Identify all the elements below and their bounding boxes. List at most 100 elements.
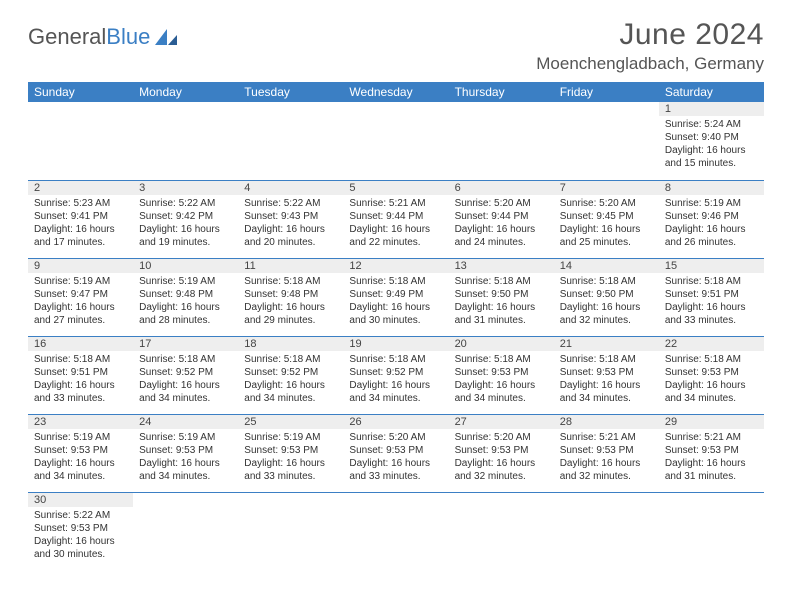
sunset-line: Sunset: 9:46 PM [665, 210, 758, 223]
sunrise-line: Sunrise: 5:18 AM [244, 275, 337, 288]
calendar-cell: 26Sunrise: 5:20 AMSunset: 9:53 PMDayligh… [343, 414, 448, 492]
weekday-header: Sunday [28, 82, 133, 102]
calendar-cell [343, 492, 448, 570]
calendar-cell: 23Sunrise: 5:19 AMSunset: 9:53 PMDayligh… [28, 414, 133, 492]
sunrise-line: Sunrise: 5:19 AM [244, 431, 337, 444]
sunrise-line: Sunrise: 5:21 AM [560, 431, 653, 444]
day-details: Sunrise: 5:19 AMSunset: 9:53 PMDaylight:… [28, 429, 133, 487]
sunset-line: Sunset: 9:44 PM [349, 210, 442, 223]
sunset-line: Sunset: 9:42 PM [139, 210, 232, 223]
sunset-line: Sunset: 9:49 PM [349, 288, 442, 301]
day-number: 18 [238, 337, 343, 351]
day-details: Sunrise: 5:22 AMSunset: 9:42 PMDaylight:… [133, 195, 238, 253]
weekday-header: Saturday [659, 82, 764, 102]
daylight-line: Daylight: 16 hours and 34 minutes. [349, 379, 442, 405]
daylight-line: Daylight: 16 hours and 34 minutes. [455, 379, 548, 405]
calendar-cell [554, 492, 659, 570]
daylight-line: Daylight: 16 hours and 34 minutes. [139, 379, 232, 405]
day-number: 26 [343, 415, 448, 429]
day-details: Sunrise: 5:19 AMSunset: 9:53 PMDaylight:… [133, 429, 238, 487]
calendar-cell: 3Sunrise: 5:22 AMSunset: 9:42 PMDaylight… [133, 180, 238, 258]
day-details: Sunrise: 5:21 AMSunset: 9:53 PMDaylight:… [554, 429, 659, 487]
sunset-line: Sunset: 9:53 PM [244, 444, 337, 457]
sunrise-line: Sunrise: 5:18 AM [139, 353, 232, 366]
sunset-line: Sunset: 9:43 PM [244, 210, 337, 223]
calendar-cell [449, 102, 554, 180]
sunset-line: Sunset: 9:53 PM [34, 444, 127, 457]
day-details: Sunrise: 5:18 AMSunset: 9:51 PMDaylight:… [659, 273, 764, 331]
day-details: Sunrise: 5:20 AMSunset: 9:53 PMDaylight:… [343, 429, 448, 487]
day-details: Sunrise: 5:23 AMSunset: 9:41 PMDaylight:… [28, 195, 133, 253]
sunrise-line: Sunrise: 5:18 AM [560, 353, 653, 366]
daylight-line: Daylight: 16 hours and 34 minutes. [139, 457, 232, 483]
day-number: 15 [659, 259, 764, 273]
sunrise-line: Sunrise: 5:18 AM [349, 275, 442, 288]
day-number: 28 [554, 415, 659, 429]
day-number: 21 [554, 337, 659, 351]
day-number: 30 [28, 493, 133, 507]
sunset-line: Sunset: 9:53 PM [34, 522, 127, 535]
logo-sail-icon [153, 27, 179, 47]
calendar-cell: 18Sunrise: 5:18 AMSunset: 9:52 PMDayligh… [238, 336, 343, 414]
calendar-cell [238, 102, 343, 180]
sunset-line: Sunset: 9:53 PM [560, 366, 653, 379]
sunrise-line: Sunrise: 5:18 AM [34, 353, 127, 366]
day-number: 29 [659, 415, 764, 429]
calendar-row: 1Sunrise: 5:24 AMSunset: 9:40 PMDaylight… [28, 102, 764, 180]
calendar-row: 16Sunrise: 5:18 AMSunset: 9:51 PMDayligh… [28, 336, 764, 414]
sunset-line: Sunset: 9:53 PM [455, 366, 548, 379]
calendar-cell [133, 102, 238, 180]
sunset-line: Sunset: 9:51 PM [34, 366, 127, 379]
weekday-header: Wednesday [343, 82, 448, 102]
sunrise-line: Sunrise: 5:22 AM [244, 197, 337, 210]
calendar-cell: 14Sunrise: 5:18 AMSunset: 9:50 PMDayligh… [554, 258, 659, 336]
calendar-cell [28, 102, 133, 180]
calendar-row: 23Sunrise: 5:19 AMSunset: 9:53 PMDayligh… [28, 414, 764, 492]
sunrise-line: Sunrise: 5:19 AM [665, 197, 758, 210]
sunset-line: Sunset: 9:52 PM [139, 366, 232, 379]
calendar-row: 9Sunrise: 5:19 AMSunset: 9:47 PMDaylight… [28, 258, 764, 336]
sunset-line: Sunset: 9:53 PM [349, 444, 442, 457]
calendar-cell [554, 102, 659, 180]
daylight-line: Daylight: 16 hours and 30 minutes. [34, 535, 127, 561]
calendar-cell: 16Sunrise: 5:18 AMSunset: 9:51 PMDayligh… [28, 336, 133, 414]
page-header: GeneralBlue June 2024 Moenchengladbach, … [28, 18, 764, 74]
calendar-cell [449, 492, 554, 570]
sunset-line: Sunset: 9:53 PM [560, 444, 653, 457]
day-details: Sunrise: 5:20 AMSunset: 9:53 PMDaylight:… [449, 429, 554, 487]
day-details: Sunrise: 5:21 AMSunset: 9:53 PMDaylight:… [659, 429, 764, 487]
calendar-row: 2Sunrise: 5:23 AMSunset: 9:41 PMDaylight… [28, 180, 764, 258]
sunset-line: Sunset: 9:53 PM [665, 444, 758, 457]
daylight-line: Daylight: 16 hours and 33 minutes. [349, 457, 442, 483]
calendar-cell: 5Sunrise: 5:21 AMSunset: 9:44 PMDaylight… [343, 180, 448, 258]
weekday-header: Friday [554, 82, 659, 102]
daylight-line: Daylight: 16 hours and 25 minutes. [560, 223, 653, 249]
calendar-cell: 6Sunrise: 5:20 AMSunset: 9:44 PMDaylight… [449, 180, 554, 258]
daylight-line: Daylight: 16 hours and 32 minutes. [560, 301, 653, 327]
day-number: 13 [449, 259, 554, 273]
day-details: Sunrise: 5:22 AMSunset: 9:43 PMDaylight:… [238, 195, 343, 253]
day-number: 22 [659, 337, 764, 351]
sunrise-line: Sunrise: 5:18 AM [455, 275, 548, 288]
day-number: 2 [28, 181, 133, 195]
calendar-cell: 1Sunrise: 5:24 AMSunset: 9:40 PMDaylight… [659, 102, 764, 180]
sunrise-line: Sunrise: 5:19 AM [34, 275, 127, 288]
calendar-cell: 2Sunrise: 5:23 AMSunset: 9:41 PMDaylight… [28, 180, 133, 258]
weekday-header: Monday [133, 82, 238, 102]
day-number: 27 [449, 415, 554, 429]
day-details: Sunrise: 5:18 AMSunset: 9:53 PMDaylight:… [659, 351, 764, 409]
sunset-line: Sunset: 9:44 PM [455, 210, 548, 223]
daylight-line: Daylight: 16 hours and 28 minutes. [139, 301, 232, 327]
calendar-cell [343, 102, 448, 180]
daylight-line: Daylight: 16 hours and 26 minutes. [665, 223, 758, 249]
calendar-page: GeneralBlue June 2024 Moenchengladbach, … [0, 0, 792, 570]
day-number: 5 [343, 181, 448, 195]
day-details: Sunrise: 5:18 AMSunset: 9:50 PMDaylight:… [554, 273, 659, 331]
sunset-line: Sunset: 9:48 PM [244, 288, 337, 301]
daylight-line: Daylight: 16 hours and 24 minutes. [455, 223, 548, 249]
daylight-line: Daylight: 16 hours and 30 minutes. [349, 301, 442, 327]
daylight-line: Daylight: 16 hours and 34 minutes. [665, 379, 758, 405]
calendar-cell: 8Sunrise: 5:19 AMSunset: 9:46 PMDaylight… [659, 180, 764, 258]
calendar-cell: 28Sunrise: 5:21 AMSunset: 9:53 PMDayligh… [554, 414, 659, 492]
sunrise-line: Sunrise: 5:21 AM [349, 197, 442, 210]
